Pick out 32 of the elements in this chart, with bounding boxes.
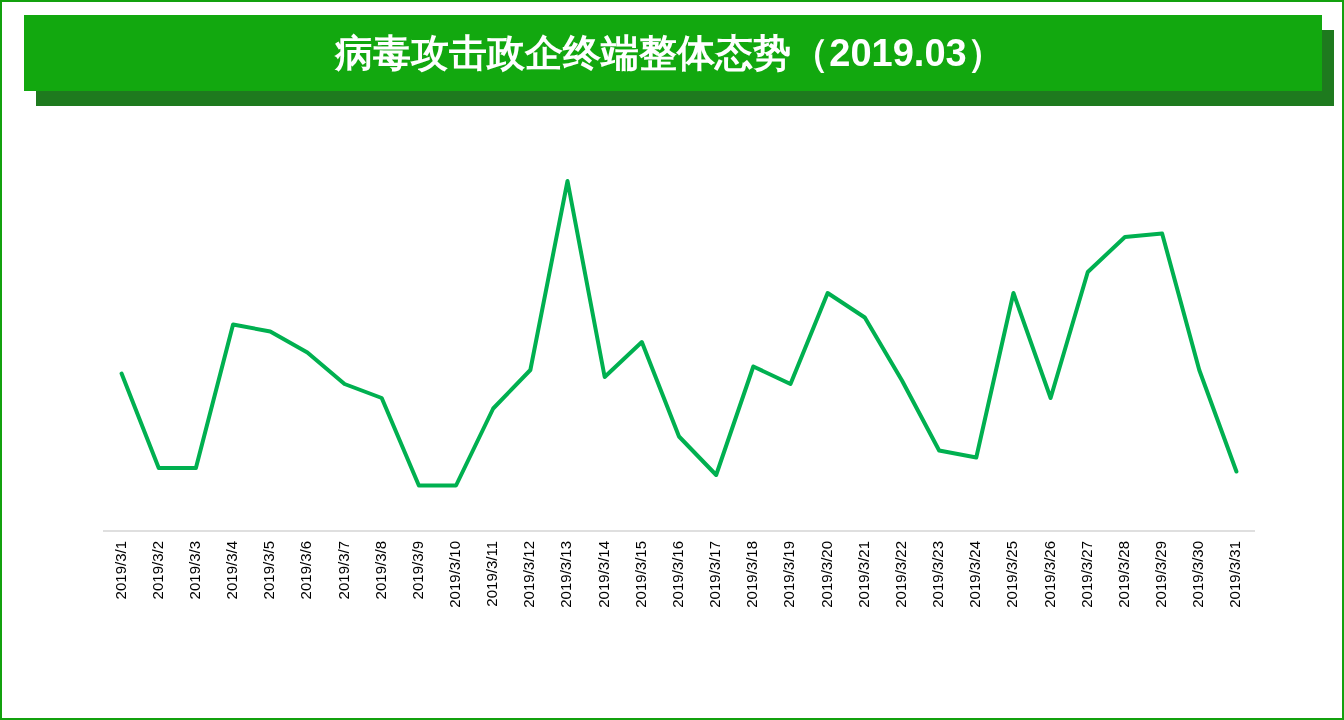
- x-tick-label: 2019/3/5: [260, 541, 278, 600]
- x-tick-label: 2019/3/14: [594, 541, 612, 608]
- x-tick-label: 2019/3/13: [557, 541, 575, 608]
- x-tick-label: 2019/3/24: [966, 541, 984, 608]
- x-tick-label: 2019/3/4: [223, 541, 241, 600]
- x-tick-label: 2019/3/31: [1226, 541, 1244, 608]
- x-tick-label: 2019/3/28: [1114, 541, 1132, 608]
- x-tick-label: 2019/3/27: [1077, 541, 1095, 608]
- x-tick-label: 2019/3/20: [817, 541, 835, 608]
- x-tick-label: 2019/3/15: [631, 541, 649, 608]
- x-tick-label: 2019/3/3: [185, 541, 203, 600]
- x-tick-label: 2019/3/29: [1152, 541, 1170, 608]
- x-tick-label: 2019/3/7: [334, 541, 352, 600]
- x-tick-label: 2019/3/1: [111, 541, 129, 600]
- x-tick-label: 2019/3/2: [148, 541, 166, 600]
- chart-title: 病毒攻击政企终端整体态势（2019.03）: [334, 32, 1005, 74]
- x-tick-label: 2019/3/22: [891, 541, 909, 608]
- x-tick-label: 2019/3/9: [408, 541, 426, 600]
- x-tick-label: 2019/3/18: [743, 541, 761, 608]
- x-tick-label: 2019/3/21: [854, 541, 872, 608]
- x-tick-label: 2019/3/6: [297, 541, 315, 600]
- x-tick-label: 2019/3/8: [371, 541, 389, 600]
- x-tick-label: 2019/3/17: [706, 541, 724, 608]
- x-tick-label: 2019/3/23: [929, 541, 947, 608]
- x-tick-label: 2019/3/30: [1189, 541, 1207, 608]
- x-tick-label: 2019/3/19: [780, 541, 798, 608]
- x-tick-label: 2019/3/25: [1003, 541, 1021, 608]
- x-tick-label: 2019/3/16: [668, 541, 686, 608]
- x-tick-label: 2019/3/11: [483, 541, 501, 607]
- x-tick-label: 2019/3/10: [446, 541, 463, 608]
- x-tick-label: 2019/3/12: [520, 541, 538, 608]
- x-tick-label: 2019/3/26: [1040, 541, 1058, 608]
